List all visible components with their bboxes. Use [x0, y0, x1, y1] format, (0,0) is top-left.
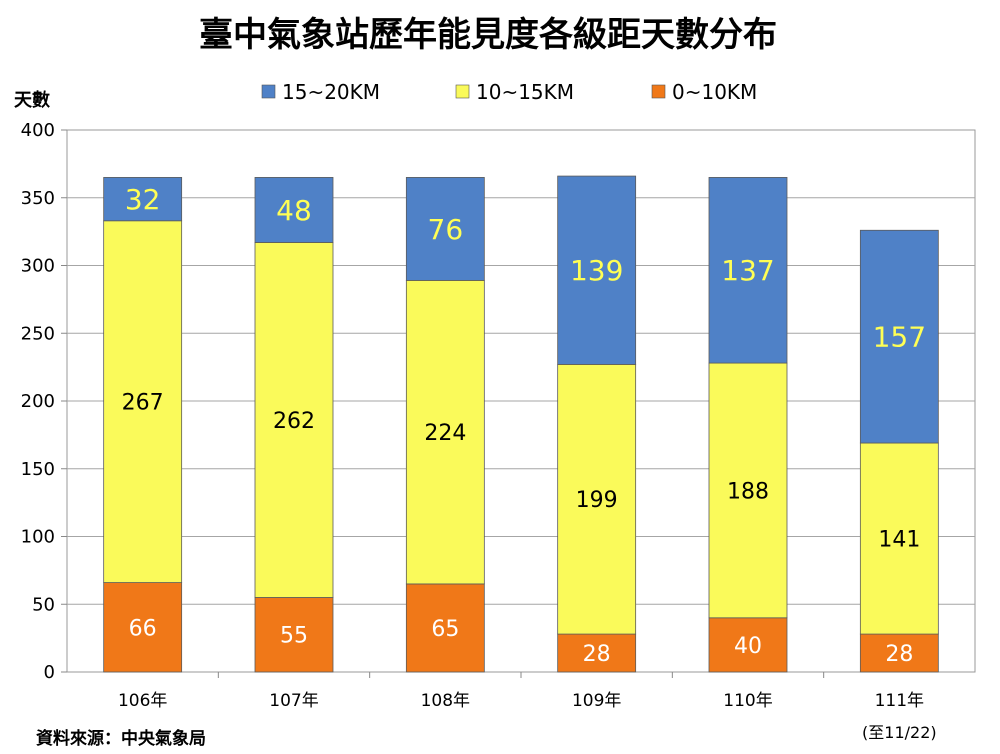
data-label: 224: [424, 421, 466, 446]
bar-segment: [708, 362, 788, 619]
bars: 66 267 32 55 262 48 65 224 76 28 199 139 40 188 137 28 1…: [103, 175, 939, 673]
legend-swatch: [261, 84, 276, 99]
data-label: 48: [276, 194, 312, 227]
data-label: 76: [428, 213, 464, 246]
data-label: 40: [734, 634, 762, 659]
data-label: 137: [721, 254, 774, 287]
bar-segment: [405, 177, 485, 281]
legend-label: 15~20KM: [282, 80, 380, 104]
bar-segment: [405, 280, 485, 585]
y-tick-label: 0: [44, 662, 55, 683]
bar-segment: [708, 617, 788, 673]
y-tick-label: 50: [32, 594, 55, 615]
gridlines: [67, 197, 975, 605]
data-label: 267: [122, 391, 164, 416]
bar-segment: [103, 220, 183, 583]
bar-segment: [859, 229, 939, 444]
bar-segment: [859, 633, 939, 673]
data-label: 139: [570, 254, 623, 287]
bar-segment: [254, 242, 334, 598]
source-note: 資料來源：中央氣象局: [36, 728, 206, 749]
bar-segment: [103, 177, 183, 222]
x-tick-label: 107年: [269, 691, 318, 711]
data-label: 157: [873, 321, 926, 354]
y-tick-label: 100: [21, 527, 55, 548]
bar-segment: [254, 177, 334, 243]
y-tick-label: 350: [21, 188, 55, 209]
legend-swatch: [651, 84, 666, 99]
data-label: 141: [878, 528, 920, 553]
data-label: 28: [583, 642, 611, 667]
data-label: 262: [273, 409, 315, 434]
legend-label: 0~10KM: [672, 80, 757, 104]
data-label: 65: [431, 617, 459, 642]
chart-title: 臺中氣象站歷年能見度各級距天數分布: [199, 15, 777, 55]
legend: 15~20KM 10~15KM 0~10KM: [261, 80, 757, 104]
data-label: 55: [280, 624, 308, 649]
x-tick-label: 110年: [723, 691, 772, 711]
y-axis-ticks: 0 50 100 150 200 250 300 350 400: [21, 120, 67, 683]
y-tick-label: 250: [21, 323, 55, 344]
bar-segment: [254, 597, 334, 673]
y-tick-label: 300: [21, 256, 55, 277]
x-axis-labels: 106年 107年 108年 109年 110年 111年 (至11/22): [118, 672, 937, 742]
x-tick-note: (至11/22): [862, 723, 937, 742]
bar-segment: [557, 175, 637, 365]
bar-segment: [405, 583, 485, 673]
x-tick-label: 108年: [421, 691, 470, 711]
x-tick-label: 111年: [875, 691, 924, 711]
y-axis-label: 天數: [14, 90, 50, 111]
bar-segment: [859, 442, 939, 635]
data-label: 199: [576, 488, 618, 513]
bar-segment: [103, 582, 183, 673]
bar-segment: [557, 364, 637, 635]
x-tick-label: 106年: [118, 691, 167, 711]
data-label: 32: [125, 183, 161, 216]
legend-label: 10~15KM: [476, 80, 574, 104]
y-tick-label: 200: [21, 391, 55, 412]
y-tick-label: 150: [21, 459, 55, 480]
data-label: 188: [727, 479, 769, 504]
x-tick-label: 109年: [572, 691, 621, 711]
bar-segment: [708, 177, 788, 364]
data-label: 66: [129, 616, 157, 641]
y-tick-label: 400: [21, 120, 55, 141]
legend-swatch: [455, 84, 470, 99]
data-label: 28: [885, 642, 913, 667]
